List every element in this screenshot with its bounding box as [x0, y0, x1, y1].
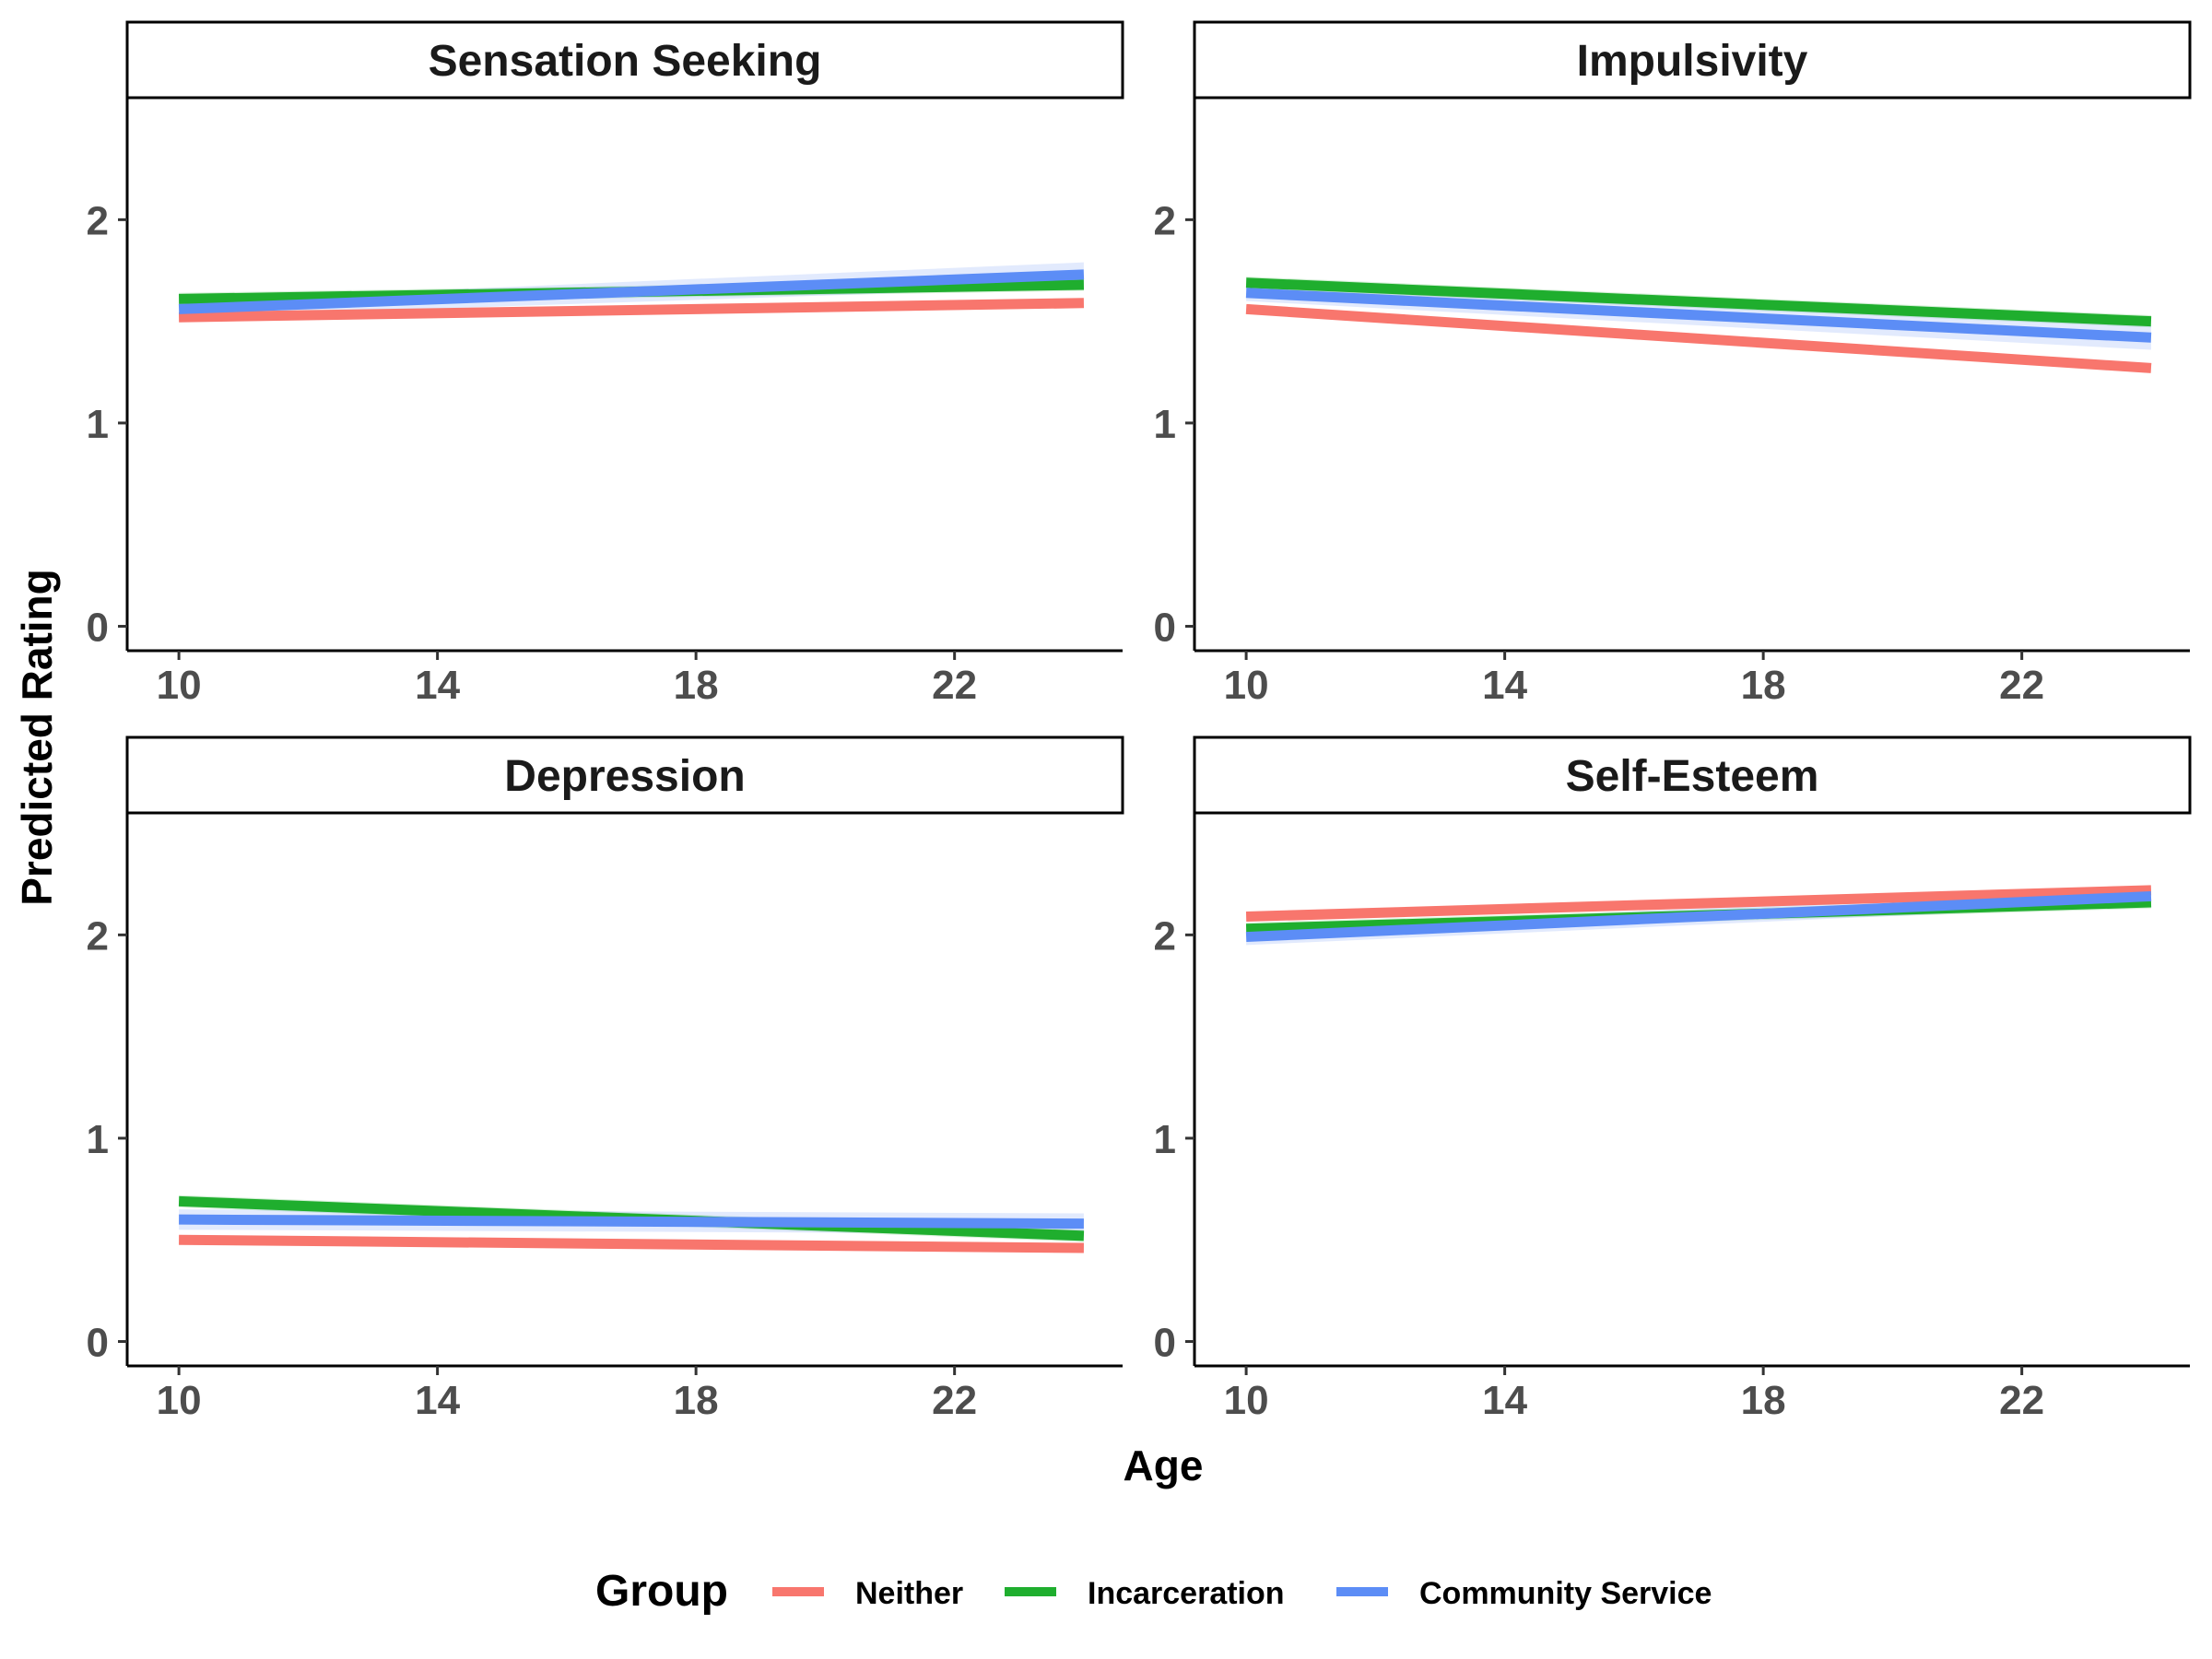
x-tick-label-depression-22: 22 [932, 1378, 977, 1423]
x-tick-label-depression-10: 10 [157, 1378, 202, 1423]
y-tick-label-sensation-seeking-1: 1 [87, 402, 109, 447]
y-tick-label-impulsivity-2: 2 [1154, 198, 1176, 243]
panel-impulsivity: Impulsivity 0 1 2 10 14 18 22 [1154, 20, 2192, 708]
panel-sensation-seeking: Sensation Seeking 0 1 2 10 14 18 22 [87, 20, 1124, 708]
x-tick-label-self-esteem-14: 14 [1482, 1378, 1527, 1423]
y-tick-label-self-esteem-1: 1 [1154, 1117, 1176, 1162]
y-tick-label-self-esteem-2: 2 [1154, 913, 1176, 959]
y-tick-label-depression-0: 0 [87, 1321, 109, 1366]
y-tick-label-impulsivity-1: 1 [1154, 402, 1176, 447]
legend-label-neither: Neither [855, 1576, 963, 1611]
y-tick-label-self-esteem-0: 0 [1154, 1321, 1176, 1366]
line-impulsivity-incarceration [1245, 277, 2152, 327]
x-tick-label-depression-14: 14 [415, 1378, 460, 1423]
legend-label-community-service: Community Service [1419, 1576, 1712, 1611]
line-depression-community-service [179, 1214, 1084, 1230]
line-sensation-seeking-community-service [178, 269, 1085, 314]
y-axis-label: Predicted Rating [13, 569, 61, 906]
facet-title-impulsivity: Impulsivity [1577, 37, 1808, 86]
line-self-esteem-community-service [1245, 890, 2152, 943]
facet-title-sensation-seeking: Sensation Seeking [429, 37, 822, 86]
legend-label-incarceration: Incarceration [1088, 1576, 1285, 1611]
y-tick-label-depression-1: 1 [87, 1117, 109, 1162]
facet-strip-sensation-seeking [125, 20, 1124, 100]
line-depression-neither [179, 1234, 1084, 1253]
facet-strip-self-esteem [1193, 735, 2192, 815]
x-tick-label-sensation-seeking-18: 18 [674, 663, 719, 708]
y-tick-label-sensation-seeking-2: 2 [87, 198, 109, 243]
x-tick-label-sensation-seeking-10: 10 [157, 663, 202, 708]
line-sensation-seeking-neither [179, 298, 1085, 323]
x-tick-label-sensation-seeking-22: 22 [932, 663, 977, 708]
x-axis-label: Age [1124, 1441, 1204, 1489]
y-tick-label-depression-2: 2 [87, 913, 109, 959]
x-tick-label-sensation-seeking-14: 14 [415, 663, 460, 708]
y-tick-label-sensation-seeking-0: 0 [87, 606, 109, 651]
x-tick-label-self-esteem-18: 18 [1741, 1378, 1786, 1423]
facet-title-depression: Depression [504, 752, 745, 801]
facet-strip-depression [125, 735, 1124, 815]
panel-depression: Depression 0 1 2 10 14 18 22 [87, 735, 1124, 1423]
line-self-esteem-neither [1245, 885, 2152, 922]
legend: Group Neither Incarceration Community Se… [595, 1567, 1712, 1616]
x-tick-label-impulsivity-22: 22 [1999, 663, 2044, 708]
facet-strip-impulsivity [1193, 20, 2192, 100]
line-impulsivity-neither [1245, 303, 2152, 373]
x-tick-label-depression-18: 18 [674, 1378, 719, 1423]
y-tick-label-impulsivity-0: 0 [1154, 606, 1176, 651]
x-tick-label-self-esteem-10: 10 [1224, 1378, 1269, 1423]
x-tick-label-self-esteem-22: 22 [1999, 1378, 2044, 1423]
panel-self-esteem: Self-Esteem 0 1 2 10 14 18 22 [1154, 735, 2192, 1423]
x-tick-label-impulsivity-18: 18 [1741, 663, 1786, 708]
x-tick-label-impulsivity-14: 14 [1482, 663, 1527, 708]
legend-title: Group [595, 1567, 728, 1616]
facet-title-self-esteem: Self-Esteem [1566, 752, 1819, 801]
line-impulsivity-community-service [1245, 288, 2152, 343]
x-tick-label-impulsivity-10: 10 [1224, 663, 1269, 708]
